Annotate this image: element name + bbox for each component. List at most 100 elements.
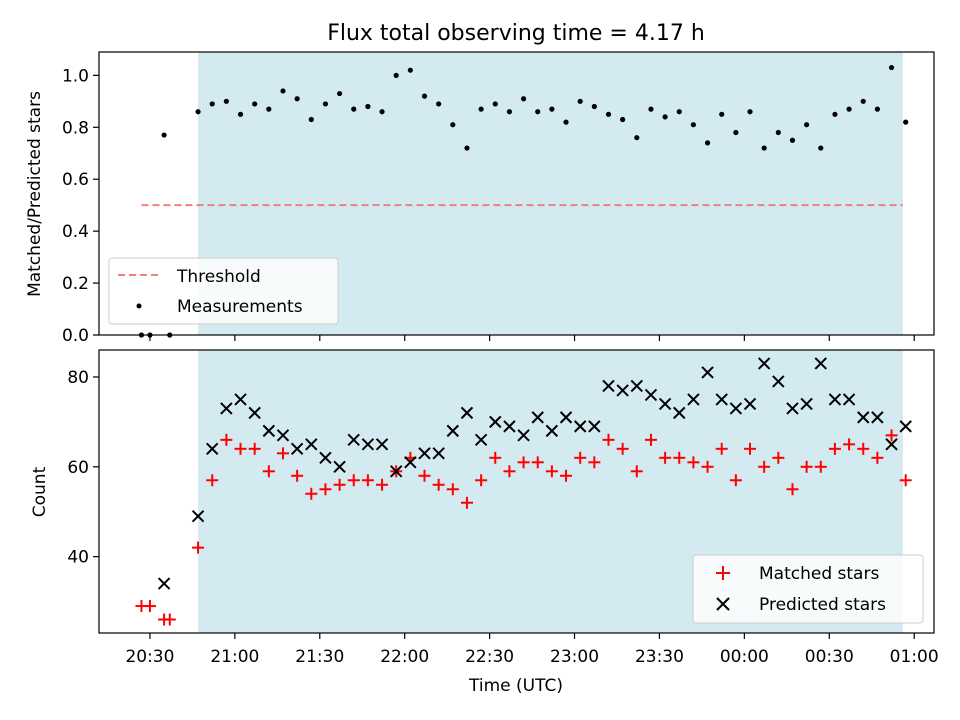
predicted-star-point bbox=[248, 406, 261, 420]
measurement-point bbox=[209, 101, 215, 107]
measurement-point bbox=[676, 109, 682, 115]
matched-star-point bbox=[517, 456, 530, 469]
matched-star-point bbox=[376, 478, 389, 491]
matched-star-point bbox=[163, 613, 176, 626]
predicted-star-point bbox=[545, 424, 559, 438]
predicted-legend-marker bbox=[716, 597, 730, 611]
measurement-point bbox=[280, 88, 286, 94]
measurement-point bbox=[634, 135, 640, 141]
measurement-point bbox=[704, 140, 711, 146]
bottom-ytick-label: 80 bbox=[67, 368, 89, 388]
matched-star-point bbox=[772, 451, 785, 464]
measurement-point bbox=[308, 116, 314, 123]
predicted-star-point bbox=[347, 433, 360, 447]
measurement-point bbox=[747, 109, 753, 115]
predicted-star-point bbox=[418, 447, 431, 460]
matched-star-point bbox=[262, 465, 275, 478]
top-y-axis-label: Matched/Predicted stars bbox=[25, 91, 45, 297]
predicted-star-point bbox=[743, 397, 757, 411]
predicted-star-point bbox=[375, 438, 389, 451]
matched-star-point bbox=[276, 447, 289, 460]
matched-star-point bbox=[616, 442, 629, 455]
bottom-ytick-label: 40 bbox=[67, 548, 89, 568]
matched-star-point bbox=[630, 465, 643, 478]
bottom-legend-box bbox=[692, 554, 924, 624]
matched-star-point bbox=[220, 433, 233, 446]
measurement-point bbox=[450, 122, 456, 128]
measurement-point bbox=[365, 103, 371, 110]
predicted-star-point bbox=[687, 393, 700, 406]
predicted-star-point bbox=[715, 393, 728, 406]
measurements-legend-marker bbox=[136, 303, 142, 309]
matched-star-point bbox=[786, 483, 799, 496]
xtick-label: 20:30 bbox=[125, 647, 174, 667]
top-axes-frame bbox=[98, 51, 935, 336]
measurement-point bbox=[733, 129, 739, 136]
matched-legend-label: Matched stars bbox=[759, 564, 879, 584]
measurement-point bbox=[436, 101, 442, 107]
top-ytick-label: 0.0 bbox=[62, 326, 89, 346]
measurement-point bbox=[648, 106, 654, 112]
predicted-star-point bbox=[234, 393, 247, 406]
matched-legend-marker bbox=[716, 566, 730, 580]
predicted-star-point bbox=[446, 424, 460, 438]
predicted-star-point bbox=[319, 451, 332, 465]
predicted-star-point bbox=[757, 357, 771, 370]
measurement-point bbox=[506, 109, 513, 115]
matched-star-point bbox=[828, 442, 841, 455]
matched-star-point bbox=[885, 429, 898, 442]
predicted-star-point bbox=[800, 397, 813, 411]
matched-star-point bbox=[503, 465, 516, 478]
threshold-legend-label: Threshold bbox=[176, 267, 261, 287]
matched-star-point bbox=[291, 469, 304, 482]
xtick-label: 23:00 bbox=[550, 647, 599, 667]
measurement-point bbox=[719, 111, 725, 117]
matched-star-point bbox=[673, 451, 686, 464]
x-axis-label: Time (UTC) bbox=[468, 676, 563, 696]
predicted-star-point bbox=[673, 406, 686, 420]
predicted-star-point bbox=[899, 420, 912, 433]
matched-star-point bbox=[588, 456, 601, 469]
matched-star-point bbox=[248, 442, 261, 455]
measurement-point bbox=[804, 122, 810, 128]
predicted-star-point bbox=[786, 402, 799, 415]
predicted-star-point bbox=[531, 411, 544, 424]
bottom-y-axis-label: Count bbox=[30, 466, 50, 517]
predicted-star-point bbox=[389, 465, 403, 478]
predicted-star-point bbox=[842, 393, 856, 406]
matched-star-point bbox=[644, 433, 657, 446]
predicted-star-point bbox=[157, 577, 171, 590]
xtick-label: 00:30 bbox=[805, 647, 854, 667]
predicted-star-point bbox=[220, 402, 233, 415]
top-legend: Threshold Measurements bbox=[108, 257, 339, 325]
measurement-point bbox=[789, 137, 796, 143]
measurement-point bbox=[407, 67, 413, 73]
matched-star-point bbox=[687, 456, 700, 469]
xtick-label: 22:00 bbox=[380, 647, 429, 667]
measurement-point bbox=[860, 98, 866, 104]
measurement-point bbox=[195, 109, 201, 115]
measurement-point bbox=[520, 96, 527, 102]
matched-star-point bbox=[545, 465, 558, 478]
predicted-star-point bbox=[206, 442, 219, 456]
matched-star-point bbox=[475, 474, 488, 487]
predicted-star-point bbox=[729, 402, 743, 415]
predicted-star-point bbox=[262, 424, 276, 438]
measurement-point bbox=[903, 119, 909, 125]
matched-star-point bbox=[489, 451, 502, 464]
predicted-star-point bbox=[474, 433, 488, 447]
predicted-star-point bbox=[404, 456, 417, 469]
xtick-label: 23:30 bbox=[635, 647, 684, 667]
predicted-star-point bbox=[885, 438, 898, 451]
measurement-point bbox=[549, 106, 555, 112]
matched-star-point bbox=[574, 451, 587, 464]
matched-star-point bbox=[531, 456, 544, 469]
matched-star-point bbox=[843, 438, 856, 451]
predicted-star-point bbox=[772, 375, 785, 388]
measurement-point bbox=[818, 145, 824, 151]
predicted-star-point bbox=[559, 411, 573, 424]
measurement-point bbox=[322, 101, 329, 107]
measurement-point bbox=[464, 145, 470, 151]
matched-star-point bbox=[715, 442, 728, 455]
predicted-star-point bbox=[305, 438, 318, 451]
